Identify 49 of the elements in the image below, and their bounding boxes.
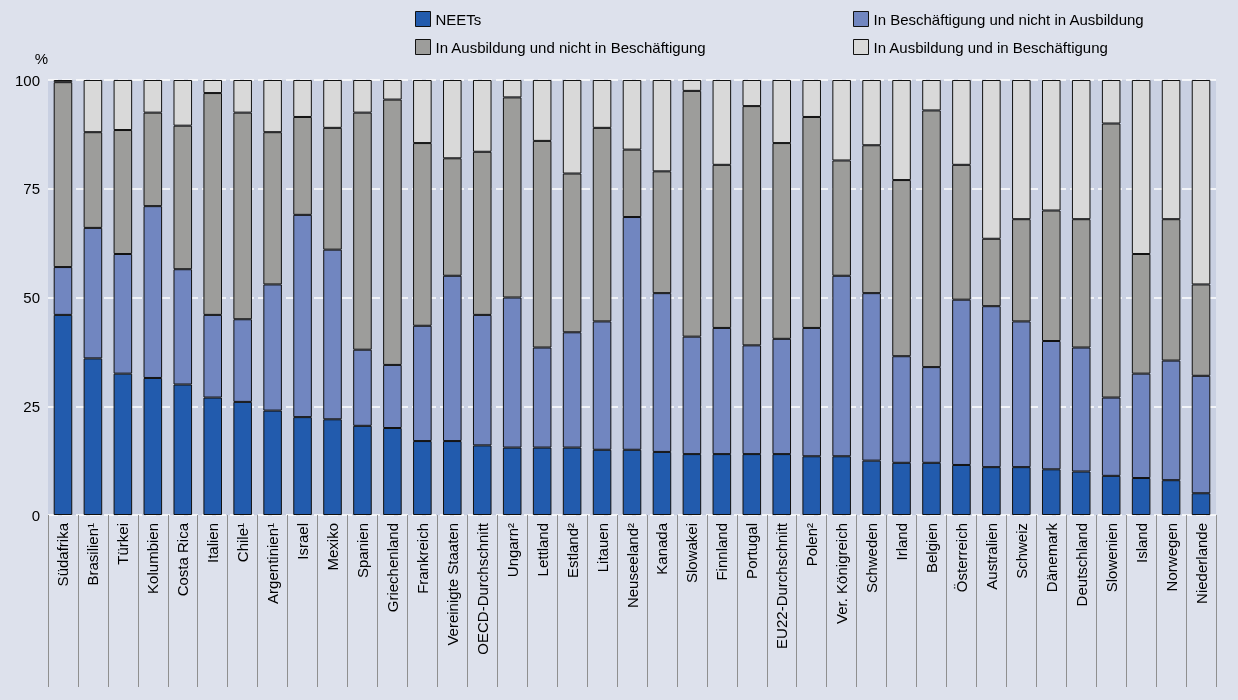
x-tick-label: Irland: [893, 523, 911, 561]
legend-label: In Ausbildung und in Beschäftigung: [873, 38, 1108, 56]
x-tick-label: Belgien: [922, 523, 940, 574]
x-tick-label: Kanada: [653, 522, 671, 575]
x-tick-label: Italien: [204, 523, 222, 564]
x-tick-label: OECD-Durchschnitt: [473, 522, 491, 655]
x-tick-label: Norwegen: [1162, 523, 1180, 592]
x-tick-label: Südafrika: [54, 522, 72, 587]
x-tick-label: EU22-Durchschnitt: [773, 522, 791, 649]
y-tick-label: 75: [23, 180, 40, 198]
x-tick-label: Vereinigte Staaten: [443, 523, 461, 646]
x-tick-label: Estland²: [563, 523, 581, 579]
x-tick-label: Brasilien¹: [84, 523, 102, 586]
x-tick-label: Costa Rica: [174, 522, 192, 597]
x-tick-label: Ungarn²: [503, 523, 521, 578]
x-tick-label: Ver. Königreich: [833, 523, 851, 624]
x-tick-label: Schweden: [863, 523, 881, 594]
x-tick-label: Österreich: [952, 523, 970, 593]
x-tick-label: Neuseeland²: [623, 523, 641, 609]
x-tick-label: Polen²: [803, 523, 821, 567]
x-tick-label: Litauen: [593, 523, 611, 573]
legend-label: NEETs: [435, 10, 482, 28]
legend-label: In Beschäftigung und nicht in Ausbildung: [873, 10, 1144, 28]
x-tick-label: Israel: [294, 523, 312, 560]
x-tick-label: Dänemark: [1042, 522, 1060, 593]
legend-label: In Ausbildung und nicht in Beschäftigung: [435, 38, 706, 56]
x-tick-label: Portugal: [743, 523, 761, 579]
x-tick-label: Spanien: [353, 523, 371, 579]
x-tick-label: Argentinien¹: [264, 523, 282, 604]
x-tick-label: Chile¹: [234, 523, 252, 563]
x-tick-label: Australien: [982, 523, 1000, 590]
x-tick-label: Deutschland: [1072, 523, 1090, 607]
x-tick-label: Griechenland: [383, 523, 401, 613]
x-tick-label: Slowenien: [1102, 523, 1120, 593]
y-axis-title: %: [34, 50, 48, 67]
x-tick-label: Schweiz: [1012, 523, 1030, 579]
x-tick-label: Frankreich: [413, 523, 431, 594]
y-tick-label: 100: [14, 71, 40, 89]
x-tick-label: Island: [1132, 523, 1150, 564]
x-tick-label: Kolumbien: [144, 523, 162, 594]
x-tick-label: Finnland: [713, 523, 731, 581]
y-tick-label: 50: [23, 289, 40, 306]
x-tick-label: Türkei: [114, 523, 132, 565]
x-tick-label: Niederlande: [1192, 523, 1210, 604]
x-tick-label: Mexiko: [324, 523, 342, 571]
y-tick-label: 25: [23, 397, 40, 415]
x-tick-label: Lettland: [533, 523, 551, 577]
x-tick-label: Slowakei: [683, 523, 701, 584]
y-tick-label: 0: [31, 506, 40, 524]
